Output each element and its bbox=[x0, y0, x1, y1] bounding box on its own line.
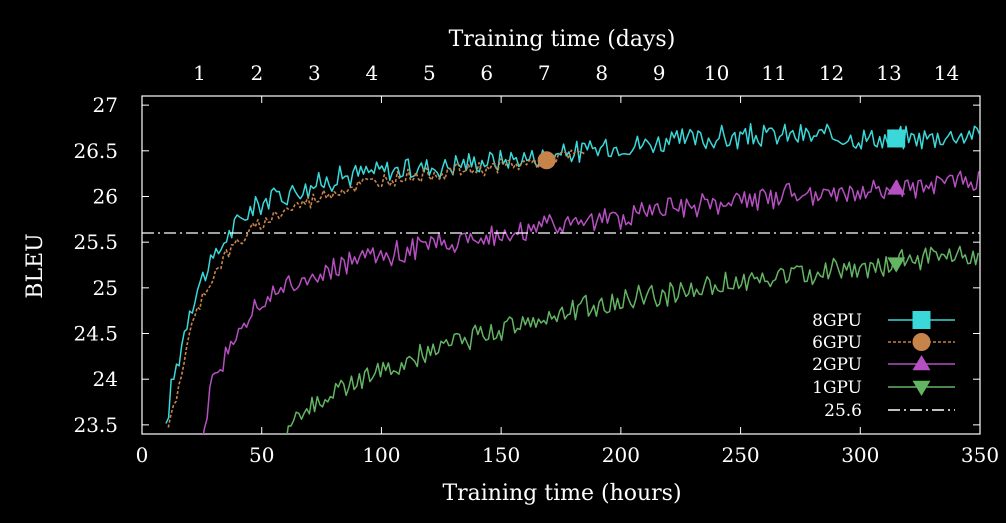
y-tick-label: 23.5 bbox=[73, 413, 118, 437]
legend-marker bbox=[912, 355, 931, 371]
legend-label: 25.6 bbox=[824, 401, 862, 421]
legend-marker bbox=[912, 311, 931, 329]
legend-label: 8GPU bbox=[812, 311, 862, 331]
series-line-8gpu bbox=[165, 123, 980, 424]
series-line-1gpu bbox=[286, 245, 980, 434]
x-tick-label: 100 bbox=[362, 443, 400, 467]
x-axis-title: Training time (hours) bbox=[442, 481, 681, 506]
top-tick-label: 4 bbox=[365, 61, 378, 85]
y-tick-label: 25.5 bbox=[73, 230, 118, 254]
x-tick-label: 250 bbox=[721, 443, 759, 467]
y-tick-label: 24.5 bbox=[73, 322, 118, 346]
series-marker-6gpu bbox=[537, 151, 556, 170]
series-markers bbox=[537, 129, 906, 273]
top-tick-label: 6 bbox=[480, 61, 493, 85]
x-tick-label: 350 bbox=[961, 443, 999, 467]
series-marker-8gpu bbox=[887, 129, 906, 148]
legend-label: 6GPU bbox=[812, 333, 862, 353]
plot-frame bbox=[141, 95, 981, 435]
y-tick-label: 26.5 bbox=[73, 139, 118, 163]
y-axis-ticks: 23.5 24 24.5 25 25.5 26 26.5 27 bbox=[73, 93, 980, 437]
y-tick-label: 25 bbox=[93, 276, 118, 300]
top-tick-label: 5 bbox=[423, 61, 436, 85]
y-tick-label: 26 bbox=[93, 184, 118, 208]
top-tick-label: 11 bbox=[761, 61, 786, 85]
top-tick-label: 8 bbox=[595, 61, 608, 85]
top-tick-label: 9 bbox=[653, 61, 666, 85]
plot-border bbox=[141, 95, 981, 435]
top-tick-label: 7 bbox=[538, 61, 551, 85]
top-tick-label: 13 bbox=[876, 61, 901, 85]
x-tick-label: 300 bbox=[841, 443, 879, 467]
x-tick-label: 200 bbox=[602, 443, 640, 467]
series-lines bbox=[142, 123, 980, 434]
series-marker-1gpu bbox=[887, 257, 906, 273]
legend-marker bbox=[912, 333, 931, 351]
top-tick-label: 2 bbox=[251, 61, 264, 85]
x-tick-label: 50 bbox=[249, 443, 274, 467]
top-tick-label: 1 bbox=[193, 61, 206, 85]
y-tick-label: 27 bbox=[93, 93, 118, 117]
legend-label: 1GPU bbox=[812, 378, 862, 398]
x-tick-label: 0 bbox=[136, 443, 149, 467]
legend-marker bbox=[912, 380, 931, 396]
series-line-6gpu bbox=[167, 149, 585, 428]
legend-label: 2GPU bbox=[812, 355, 862, 375]
top-axis-title: Training time (days) bbox=[449, 27, 676, 52]
top-tick-label: 12 bbox=[819, 61, 844, 85]
y-tick-label: 24 bbox=[93, 367, 118, 391]
y-axis-title: BLEU bbox=[23, 233, 48, 298]
top-axis-ticks: 1 2 3 4 5 6 7 8 9 10 11 12 13 14 bbox=[193, 61, 959, 85]
top-tick-label: 3 bbox=[308, 61, 321, 85]
series-marker-2gpu bbox=[887, 179, 906, 195]
top-tick-label: 14 bbox=[934, 61, 959, 85]
series-line-2gpu bbox=[202, 170, 980, 434]
x-axis-ticks: 0 50 100 150 200 250 300 350 bbox=[136, 96, 999, 467]
top-tick-label: 10 bbox=[704, 61, 729, 85]
x-tick-label: 150 bbox=[482, 443, 520, 467]
